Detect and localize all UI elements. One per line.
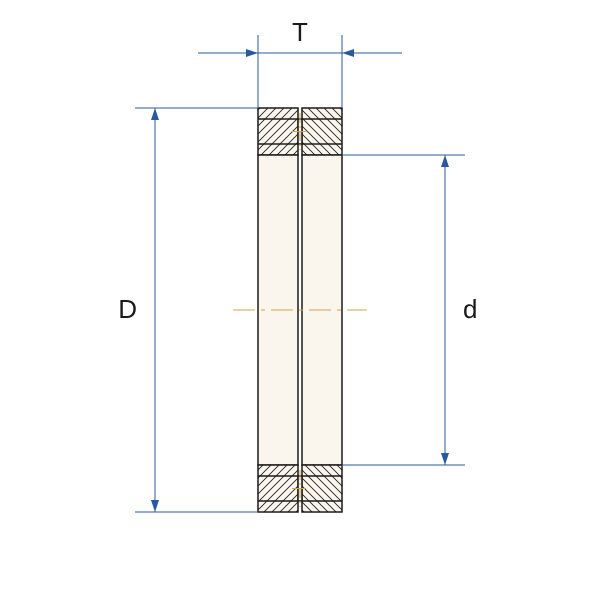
- dim-arrow: [342, 49, 354, 57]
- technical-drawing: T Dd: [0, 0, 600, 600]
- label-T: T: [292, 17, 308, 47]
- dim-arrow: [151, 108, 159, 120]
- dim-arrow: [441, 155, 449, 167]
- dim-arrow: [246, 49, 258, 57]
- dim-arrow: [151, 500, 159, 512]
- label-D: D: [118, 294, 137, 324]
- dim-arrow: [441, 453, 449, 465]
- label-d: d: [463, 294, 477, 324]
